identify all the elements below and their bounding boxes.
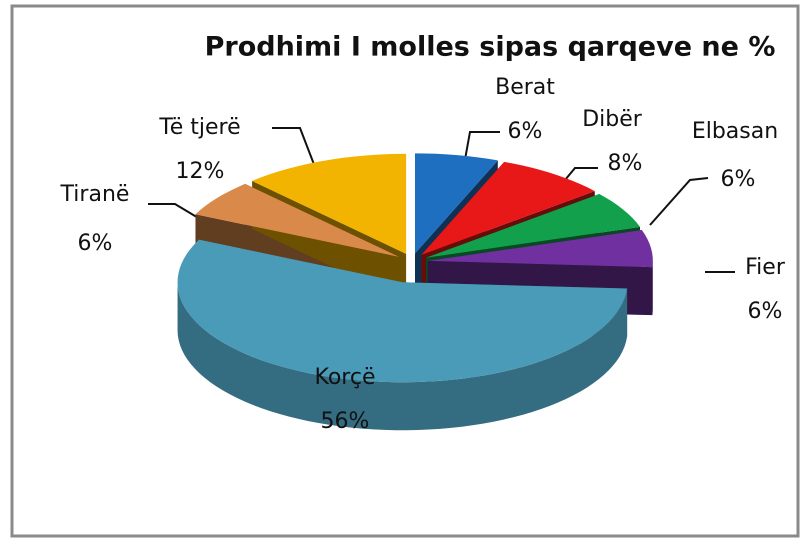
chart-title: Prodhimi I molles sipas qarqeve ne %: [205, 32, 776, 63]
slice-label: Fier: [745, 255, 786, 280]
pie-slice: [421, 161, 595, 255]
slice-label: Dibër: [582, 107, 643, 132]
slice-value-label: 6%: [508, 119, 543, 144]
slice-value-label: 56%: [321, 409, 370, 434]
slice-value-label: 12%: [176, 159, 225, 184]
slice-tops: [177, 153, 653, 383]
pie-slice: [195, 183, 400, 257]
pie-slice: [427, 229, 653, 268]
pie-slice: [414, 153, 498, 254]
pie-slice: [252, 153, 407, 254]
pie-slice: [426, 194, 641, 258]
slice-value-label: 8%: [608, 151, 643, 176]
slice-value-label: 6%: [78, 231, 113, 256]
pie-slice: [177, 239, 628, 383]
slice-label: Berat: [495, 75, 555, 100]
slice-label: Elbasan: [692, 119, 778, 144]
slice-value-label: 6%: [748, 299, 783, 324]
slice-label: Korçë: [315, 365, 376, 390]
slice-label: Tiranë: [60, 182, 130, 207]
slice-label: Të tjerë: [158, 115, 240, 140]
slice-wall: [177, 282, 628, 431]
slice-value-label: 6%: [721, 167, 756, 192]
